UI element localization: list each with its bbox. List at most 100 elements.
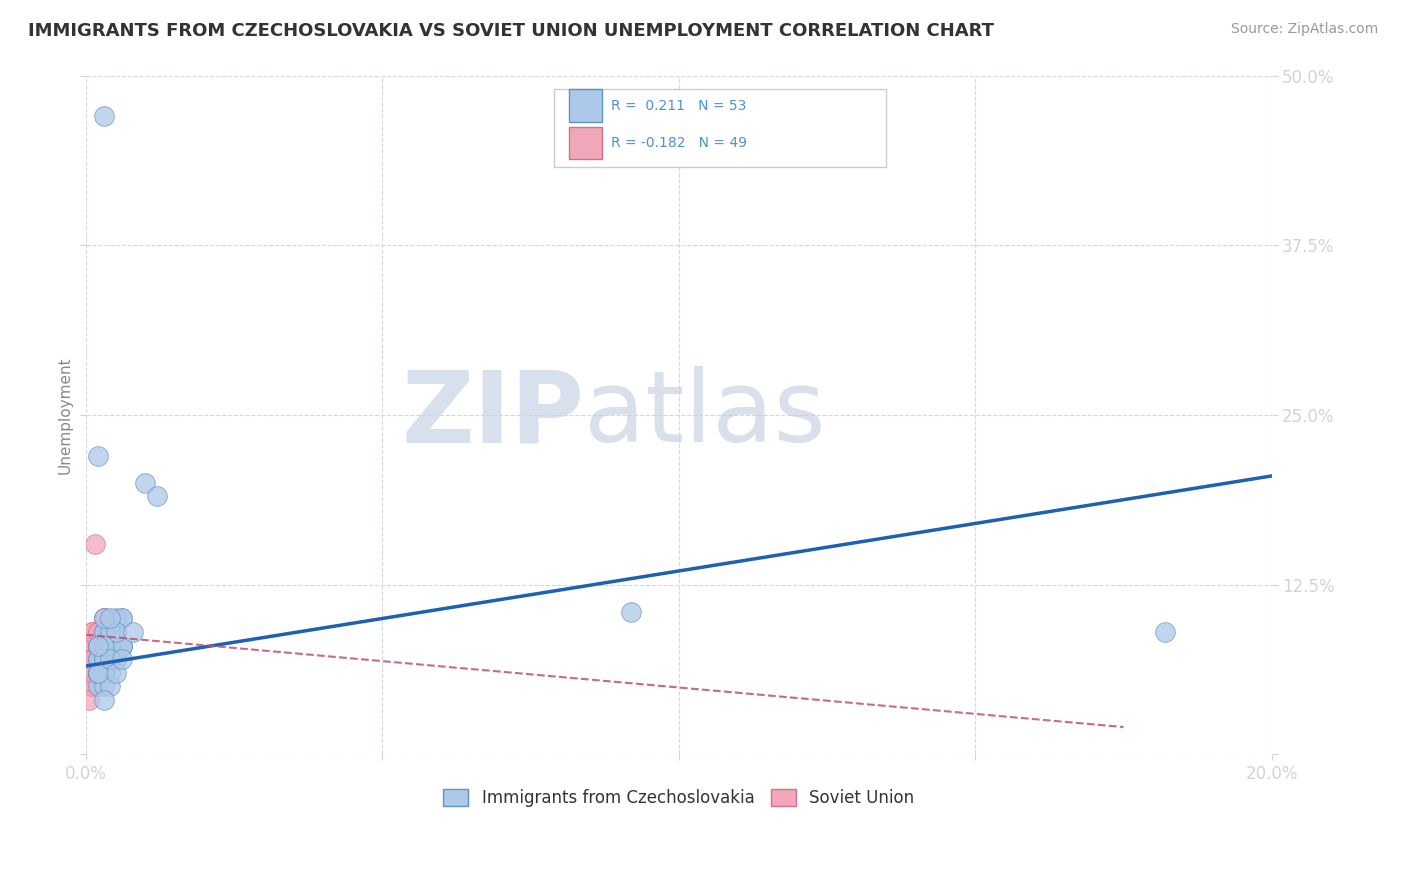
Point	[93, 652, 115, 666]
Point	[87, 665, 110, 680]
Point	[93, 639, 115, 653]
Point	[111, 611, 134, 625]
Point	[93, 611, 115, 625]
Point	[87, 665, 110, 680]
Point	[98, 639, 121, 653]
Point	[87, 639, 110, 653]
Point	[87, 639, 110, 653]
Point	[80, 639, 103, 653]
Point	[98, 665, 121, 680]
Point	[87, 639, 110, 653]
Point	[80, 652, 103, 666]
Point	[80, 652, 103, 666]
Point	[93, 625, 115, 640]
Point	[80, 652, 103, 666]
Point	[80, 679, 103, 693]
Point	[87, 652, 110, 666]
FancyBboxPatch shape	[568, 127, 602, 160]
Point	[80, 679, 103, 693]
Point	[80, 639, 103, 653]
Point	[104, 652, 127, 666]
Point	[93, 625, 115, 640]
Point	[87, 625, 110, 640]
Point	[87, 665, 110, 680]
Point	[80, 665, 103, 680]
Point	[122, 625, 145, 640]
Text: atlas: atlas	[583, 367, 825, 463]
Point	[93, 652, 115, 666]
Point	[87, 652, 110, 666]
Point	[80, 639, 103, 653]
Point	[80, 665, 103, 680]
Point	[87, 639, 110, 653]
Point	[93, 679, 115, 693]
Point	[620, 605, 643, 619]
Point	[93, 652, 115, 666]
Point	[80, 639, 103, 653]
Point	[93, 611, 115, 625]
Point	[80, 652, 103, 666]
Point	[98, 625, 121, 640]
Point	[87, 665, 110, 680]
Point	[104, 639, 127, 653]
Point	[93, 693, 115, 707]
Point	[93, 665, 115, 680]
Point	[104, 652, 127, 666]
Point	[80, 625, 103, 640]
Point	[87, 625, 110, 640]
Point	[87, 665, 110, 680]
Point	[93, 652, 115, 666]
FancyBboxPatch shape	[554, 89, 886, 167]
Point	[93, 665, 115, 680]
Point	[87, 625, 110, 640]
Point	[87, 625, 110, 640]
Point	[87, 665, 110, 680]
Point	[98, 652, 121, 666]
Point	[80, 679, 103, 693]
Point	[93, 665, 115, 680]
Legend: Immigrants from Czechoslovakia, Soviet Union: Immigrants from Czechoslovakia, Soviet U…	[437, 782, 921, 814]
Point	[98, 625, 121, 640]
Point	[87, 665, 110, 680]
Point	[93, 639, 115, 653]
Point	[111, 639, 134, 653]
Point	[93, 625, 115, 640]
Point	[98, 652, 121, 666]
Point	[1154, 625, 1177, 640]
Point	[84, 537, 107, 551]
Point	[87, 679, 110, 693]
Point	[80, 652, 103, 666]
Point	[87, 449, 110, 463]
Point	[87, 639, 110, 653]
Point	[80, 679, 103, 693]
Point	[80, 652, 103, 666]
Point	[87, 652, 110, 666]
Point	[87, 625, 110, 640]
Point	[93, 639, 115, 653]
Text: R =  0.211   N = 53: R = 0.211 N = 53	[612, 99, 747, 112]
Point	[93, 652, 115, 666]
Point	[87, 639, 110, 653]
Point	[104, 665, 127, 680]
Point	[104, 625, 127, 640]
Point	[104, 611, 127, 625]
Point	[93, 109, 115, 123]
Point	[98, 625, 121, 640]
Point	[111, 639, 134, 653]
Point	[111, 639, 134, 653]
Y-axis label: Unemployment: Unemployment	[58, 356, 72, 474]
Text: R = -0.182   N = 49: R = -0.182 N = 49	[612, 136, 748, 150]
Point	[87, 665, 110, 680]
Point	[134, 475, 156, 490]
Point	[98, 679, 121, 693]
Point	[80, 665, 103, 680]
Point	[98, 639, 121, 653]
Point	[87, 639, 110, 653]
Text: IMMIGRANTS FROM CZECHOSLOVAKIA VS SOVIET UNION UNEMPLOYMENT CORRELATION CHART: IMMIGRANTS FROM CZECHOSLOVAKIA VS SOVIET…	[28, 22, 994, 40]
Point	[87, 652, 110, 666]
Point	[111, 611, 134, 625]
Point	[111, 652, 134, 666]
Point	[93, 652, 115, 666]
Point	[93, 639, 115, 653]
Point	[93, 611, 115, 625]
